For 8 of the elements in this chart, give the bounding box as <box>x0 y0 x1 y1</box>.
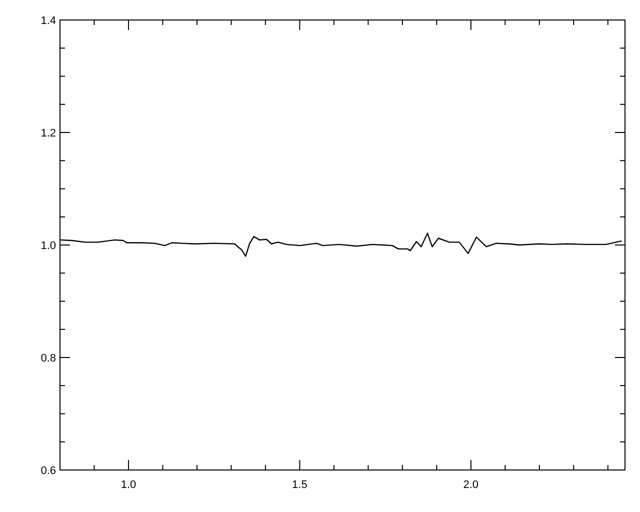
y-tick-label: 1.2 <box>40 128 56 140</box>
y-tick-label: 0.6 <box>40 465 56 477</box>
y-tick-label: 1.0 <box>40 240 56 252</box>
x-tick-label: 1.5 <box>292 479 308 491</box>
x-tick-label: 1.0 <box>120 479 136 491</box>
x-tick-label: 2.0 <box>463 479 479 491</box>
y-tick-label: 1.4 <box>40 15 56 27</box>
y-tick-label: 0.8 <box>40 352 56 364</box>
